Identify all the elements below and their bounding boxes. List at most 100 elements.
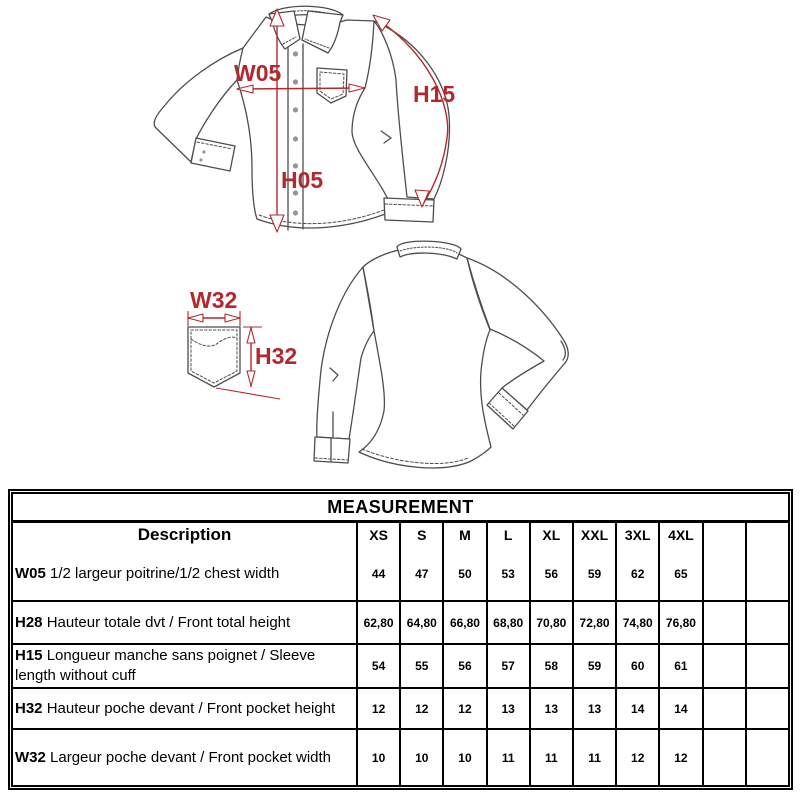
h32-arrowhead-bottom xyxy=(246,370,256,387)
w32-arrowhead-left xyxy=(187,313,204,323)
size-header-empty xyxy=(744,520,791,547)
size-header-xxl: XXL xyxy=(571,520,618,547)
table-title: MEASUREMENT xyxy=(11,492,790,523)
h05-arrowhead-top xyxy=(269,8,285,27)
h32-label: H32 xyxy=(255,343,297,369)
measure-code: W05 xyxy=(15,564,46,582)
size-header-4xl: 4XL xyxy=(658,520,704,547)
size-value-cell: 11 xyxy=(571,728,618,787)
size-value-cell: 57 xyxy=(485,643,531,689)
h32-arrowhead-top xyxy=(246,327,256,344)
size-header-m: M xyxy=(442,520,488,547)
measure-code: H28 xyxy=(15,613,43,631)
front-left-cuff-stitching xyxy=(196,141,233,150)
table-row-w32: W32 Largeur poche devant / Front pocket … xyxy=(11,728,791,787)
pocket-detail-drawing xyxy=(187,326,241,388)
table-header-row: Description XS S M L XL XXL 3XL 4XL xyxy=(11,520,791,547)
size-value-cell xyxy=(744,728,791,787)
back-left-cuff-stitching xyxy=(314,457,348,461)
size-value-cell xyxy=(744,547,791,602)
row-description: W05 1/2 largeur poitrine/1/2 chest width xyxy=(11,547,358,602)
front-right-cuff-stitching xyxy=(384,203,434,207)
pocket-stitching xyxy=(190,329,238,384)
size-value-cell: 11 xyxy=(528,728,574,787)
w32-arrowhead-right xyxy=(224,313,241,323)
table-row-h15: H15 Longueur manche sans poignet / Sleev… xyxy=(11,643,791,689)
size-value-cell: 53 xyxy=(485,547,531,602)
back-elbow-crease xyxy=(560,340,567,361)
row-description: H28 Hauteur totale dvt / Front total hei… xyxy=(11,600,358,645)
size-value-cell: 65 xyxy=(658,547,704,602)
front-right-sleeve-dart xyxy=(380,130,392,144)
back-sleeve-dart xyxy=(329,367,339,382)
size-value-cell: 59 xyxy=(571,643,618,689)
size-value-cell: 14 xyxy=(658,687,704,730)
row-description: H15 Longueur manche sans poignet / Sleev… xyxy=(11,643,358,689)
size-value-cell xyxy=(701,547,747,602)
size-value-cell: 10 xyxy=(355,728,402,787)
h05-arrowhead-bottom xyxy=(269,214,285,233)
measure-desc: Largeur poche devant / Front pocket widt… xyxy=(50,748,332,766)
size-value-cell: 70,80 xyxy=(528,600,574,645)
h15-label: H15 xyxy=(413,81,455,107)
front-left-sleeve xyxy=(153,47,244,163)
front-right-cuff xyxy=(383,197,435,223)
size-value-cell xyxy=(701,687,747,730)
pocket-flap-stitching xyxy=(190,336,238,347)
size-value-cell xyxy=(701,643,747,689)
front-collar-stitching xyxy=(282,36,330,49)
back-right-cuff-stitching xyxy=(488,392,524,427)
size-value-cell: 14 xyxy=(615,687,661,730)
cuff-button xyxy=(202,150,206,154)
w05-label: W05 xyxy=(234,60,282,86)
size-header-3xl: 3XL xyxy=(615,520,661,547)
size-value-cell: 55 xyxy=(399,643,445,689)
measure-code: H32 xyxy=(15,699,43,717)
size-value-cell: 13 xyxy=(528,687,574,730)
measure-code: H15 xyxy=(15,647,43,664)
back-left-cuff-slit xyxy=(330,411,334,463)
table-row-h28: H28 Hauteur totale dvt / Front total hei… xyxy=(11,600,791,645)
size-value-cell: 56 xyxy=(528,547,574,602)
table-row-w05: W05 1/2 largeur poitrine/1/2 chest width… xyxy=(11,547,791,602)
size-header-l: L xyxy=(485,520,531,547)
size-value-cell: 61 xyxy=(658,643,704,689)
back-collar-band xyxy=(396,240,462,260)
size-value-cell: 76,80 xyxy=(658,600,704,645)
measure-desc: Hauteur poche devant / Front pocket heig… xyxy=(46,699,336,717)
size-value-cell: 64,80 xyxy=(399,600,445,645)
measurement-table: MEASUREMENT Description XS S M L XL XXL … xyxy=(11,492,791,787)
front-placket xyxy=(287,43,304,231)
size-value-cell xyxy=(744,600,791,645)
h32-extension-lines xyxy=(215,326,281,400)
size-value-cell: 12 xyxy=(615,728,661,787)
h05-label: H05 xyxy=(281,167,323,193)
measure-code: W32 xyxy=(15,748,46,766)
w05-arrowhead-right xyxy=(348,83,366,93)
back-left-sleeve xyxy=(316,266,375,440)
back-collar-stitching xyxy=(399,246,458,254)
size-value-cell: 10 xyxy=(442,728,488,787)
back-view-drawing xyxy=(313,240,569,469)
size-value-cell xyxy=(701,600,747,645)
size-value-cell: 68,80 xyxy=(485,600,531,645)
measurement-table-frame: MEASUREMENT Description XS S M L XL XXL … xyxy=(8,489,793,790)
size-value-cell: 12 xyxy=(399,687,445,730)
table-row-h32: H32 Hauteur poche devant / Front pocket … xyxy=(11,687,791,730)
dimension-annotations xyxy=(187,8,449,400)
size-value-cell: 11 xyxy=(485,728,531,787)
size-value-cell xyxy=(744,687,791,730)
size-value-cell: 50 xyxy=(442,547,488,602)
size-header-empty xyxy=(701,520,747,547)
size-value-cell: 44 xyxy=(355,547,402,602)
back-hem-stitching xyxy=(361,448,469,464)
size-header-s: S xyxy=(399,520,445,547)
front-view-drawing xyxy=(153,5,451,231)
size-value-cell: 12 xyxy=(658,728,704,787)
size-value-cell: 72,80 xyxy=(571,600,618,645)
size-value-cell: 62,80 xyxy=(355,600,402,645)
size-value-cell: 62 xyxy=(615,547,661,602)
size-value-cell: 54 xyxy=(355,643,402,689)
front-torso xyxy=(236,16,394,229)
